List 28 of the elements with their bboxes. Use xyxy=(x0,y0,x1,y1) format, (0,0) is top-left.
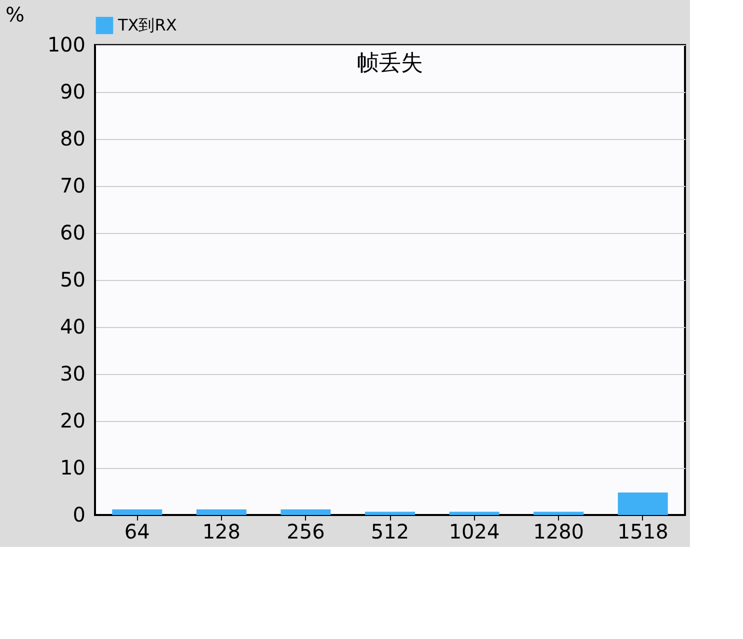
x-tick-label: 256 xyxy=(286,520,325,544)
bar xyxy=(534,512,584,515)
x-tick-label: 64 xyxy=(124,520,150,544)
y-tick-label: 100 xyxy=(47,32,86,56)
y-tick-label: 90 xyxy=(60,80,86,104)
y-tick-label: 10 xyxy=(60,456,86,480)
bar xyxy=(365,512,415,515)
y-tick-label: 30 xyxy=(60,362,86,386)
chart-title: 帧丢失 xyxy=(357,51,423,76)
bar xyxy=(196,509,246,515)
x-tick-label: 128 xyxy=(202,520,241,544)
x-tick-label: 512 xyxy=(370,520,410,544)
y-tick-label: 50 xyxy=(60,268,86,292)
legend-label: TX到RX xyxy=(117,16,177,34)
x-tick-label: 1518 xyxy=(617,520,668,544)
y-tick-label: 0 xyxy=(72,502,86,526)
y-axis-title: % xyxy=(6,2,25,26)
x-tick-label: 1024 xyxy=(448,520,500,544)
bar xyxy=(449,512,500,515)
y-tick-label: 20 xyxy=(60,408,86,432)
y-tick-label: 80 xyxy=(60,126,86,150)
y-tick-label: 60 xyxy=(60,220,86,244)
bar xyxy=(112,509,162,515)
y-tick-label: 40 xyxy=(60,314,86,338)
bar xyxy=(280,509,331,515)
y-tick-label: 70 xyxy=(60,174,86,198)
bar xyxy=(618,492,668,515)
x-tick-label: 1280 xyxy=(533,520,584,544)
